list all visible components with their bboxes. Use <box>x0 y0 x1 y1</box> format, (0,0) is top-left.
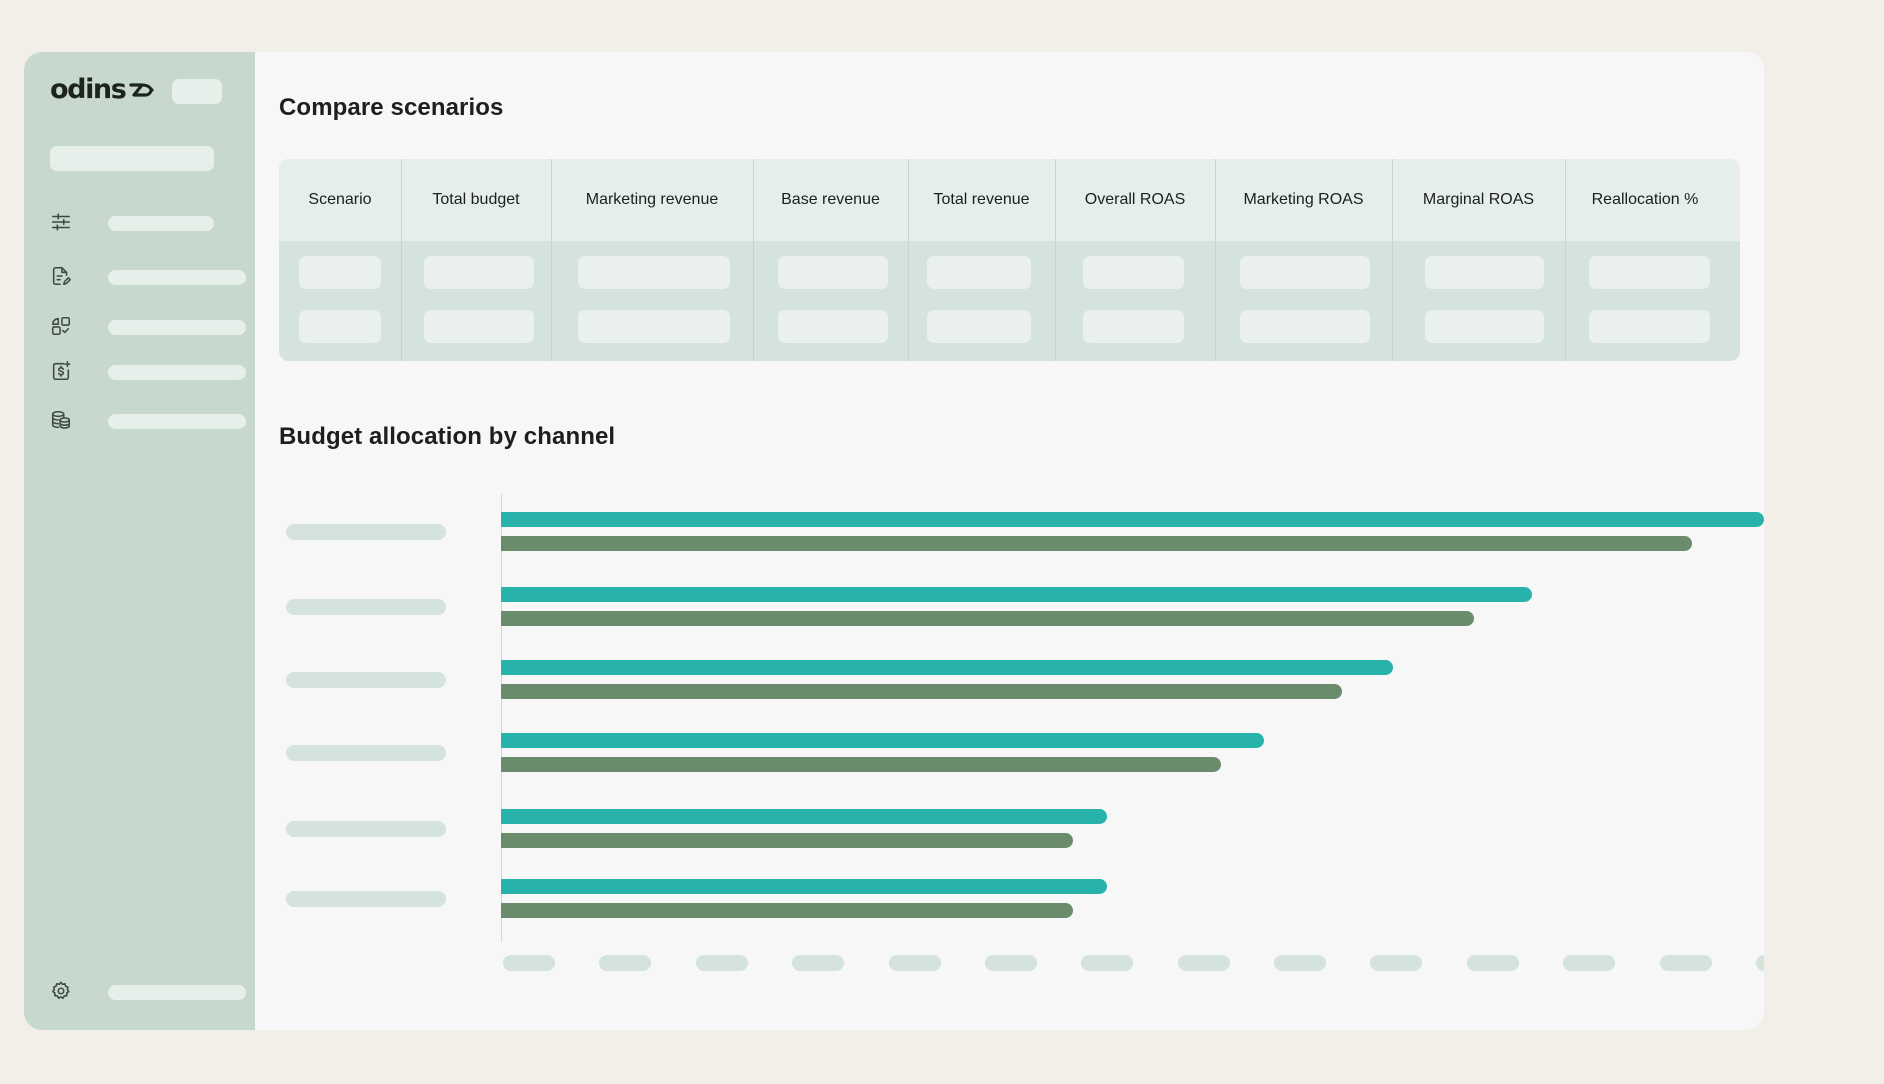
logo-text: odins <box>50 74 127 105</box>
cell-placeholder <box>778 310 888 343</box>
column-header[interactable]: Total budget <box>432 191 520 208</box>
dollar-doc-icon <box>50 360 72 382</box>
x-tick-placeholder <box>984 955 1037 971</box>
cell-placeholder <box>1240 310 1370 343</box>
column-header[interactable]: Total revenue <box>933 191 1030 208</box>
table-header: Scenario Total budget Marketing revenue … <box>279 159 1740 241</box>
nav-label-placeholder <box>108 414 246 429</box>
y-axis-line <box>501 494 502 942</box>
workspace-selector[interactable] <box>50 146 214 171</box>
cell-placeholder <box>299 310 381 343</box>
category-label-placeholder <box>286 821 446 837</box>
cell-placeholder <box>424 256 534 289</box>
nav-item-2[interactable] <box>50 263 246 289</box>
column-header[interactable]: Marginal ROAS <box>1422 191 1535 208</box>
category-label-placeholder <box>286 524 446 540</box>
cell-placeholder <box>927 310 1031 343</box>
column-divider <box>908 159 909 361</box>
bar-series-b[interactable] <box>501 757 1221 772</box>
bar-series-a[interactable] <box>501 879 1108 894</box>
cell-placeholder <box>778 256 888 289</box>
brand-logo[interactable]: odins <box>50 74 155 105</box>
column-divider <box>551 159 552 361</box>
nav-label-placeholder <box>108 270 246 285</box>
column-header[interactable]: Overall ROAS <box>1084 191 1186 208</box>
bar-series-b[interactable] <box>501 684 1343 699</box>
cell-placeholder <box>927 256 1031 289</box>
cell-placeholder <box>1589 310 1710 343</box>
sidebar: odins <box>24 52 255 1030</box>
category-label-placeholder <box>286 599 446 615</box>
compare-scenarios-title: Compare scenarios <box>279 94 504 121</box>
category-label-placeholder <box>286 891 446 907</box>
x-tick-placeholder <box>599 955 652 971</box>
cell-placeholder <box>1425 310 1544 343</box>
column-header[interactable]: Reallocation % <box>1591 191 1699 208</box>
x-tick-placeholder <box>695 955 748 971</box>
cell-placeholder <box>1083 256 1184 289</box>
cell-placeholder <box>578 310 730 343</box>
budget-allocation-chart <box>255 52 1764 1030</box>
column-divider <box>753 159 754 361</box>
x-tick-placeholder <box>792 955 845 971</box>
x-tick-placeholder <box>1466 955 1519 971</box>
bar-series-a[interactable] <box>501 733 1264 748</box>
shapes-icon <box>50 315 72 337</box>
nav-item-settings[interactable] <box>50 978 246 1004</box>
cell-placeholder <box>299 256 381 289</box>
category-label-placeholder <box>286 745 446 761</box>
nav-item-1[interactable] <box>50 209 230 235</box>
x-tick-placeholder <box>1659 955 1712 971</box>
logo-badge-placeholder <box>172 79 222 104</box>
app-window: odins <box>24 52 1764 1030</box>
x-tick-placeholder <box>503 955 555 971</box>
column-divider <box>1055 159 1056 361</box>
x-tick-placeholder <box>1177 955 1230 971</box>
bar-series-b[interactable] <box>501 536 1692 551</box>
cell-placeholder <box>1425 256 1544 289</box>
nav-item-5[interactable] <box>50 407 246 433</box>
database-coins-icon <box>50 409 72 431</box>
x-tick-placeholder <box>1756 955 1764 971</box>
category-label-placeholder <box>286 672 446 688</box>
main-content: Compare scenarios Scenario Total budget … <box>255 52 1764 1030</box>
column-header[interactable]: Marketing ROAS <box>1243 191 1364 208</box>
bar-series-b[interactable] <box>501 903 1074 918</box>
bar-series-a[interactable] <box>501 512 1764 527</box>
nav-label-placeholder <box>108 985 246 1000</box>
document-edit-icon <box>50 265 72 287</box>
column-divider <box>1565 159 1566 361</box>
bar-series-b[interactable] <box>501 611 1474 626</box>
nav-item-3[interactable] <box>50 313 246 339</box>
bar-series-b[interactable] <box>501 833 1074 848</box>
x-tick-placeholder <box>1274 955 1327 971</box>
column-divider <box>401 159 402 361</box>
column-divider <box>1392 159 1393 361</box>
nav-label-placeholder <box>108 320 246 335</box>
sliders-icon <box>50 211 72 233</box>
nav-label-placeholder <box>108 365 246 380</box>
logo-mark-icon <box>129 82 155 97</box>
gear-icon <box>50 980 72 1002</box>
cell-placeholder <box>1240 256 1370 289</box>
bar-series-a[interactable] <box>501 660 1393 675</box>
x-tick-placeholder <box>1563 955 1616 971</box>
column-header[interactable]: Scenario <box>308 191 372 208</box>
cell-placeholder <box>1589 256 1710 289</box>
cell-placeholder <box>424 310 534 343</box>
bar-series-a[interactable] <box>501 587 1532 602</box>
bar-series-a[interactable] <box>501 809 1108 824</box>
nav-label-placeholder <box>108 216 214 231</box>
x-tick-placeholder <box>888 955 941 971</box>
column-header[interactable]: Marketing revenue <box>585 191 719 208</box>
column-divider <box>1215 159 1216 361</box>
scenarios-table: Scenario Total budget Marketing revenue … <box>279 159 1740 361</box>
column-header[interactable]: Base revenue <box>781 191 880 208</box>
x-tick-placeholder <box>1370 955 1423 971</box>
x-tick-placeholder <box>1081 955 1134 971</box>
nav-item-4[interactable] <box>50 358 246 384</box>
cell-placeholder <box>1083 310 1184 343</box>
budget-allocation-title: Budget allocation by channel <box>279 423 616 450</box>
cell-placeholder <box>578 256 730 289</box>
